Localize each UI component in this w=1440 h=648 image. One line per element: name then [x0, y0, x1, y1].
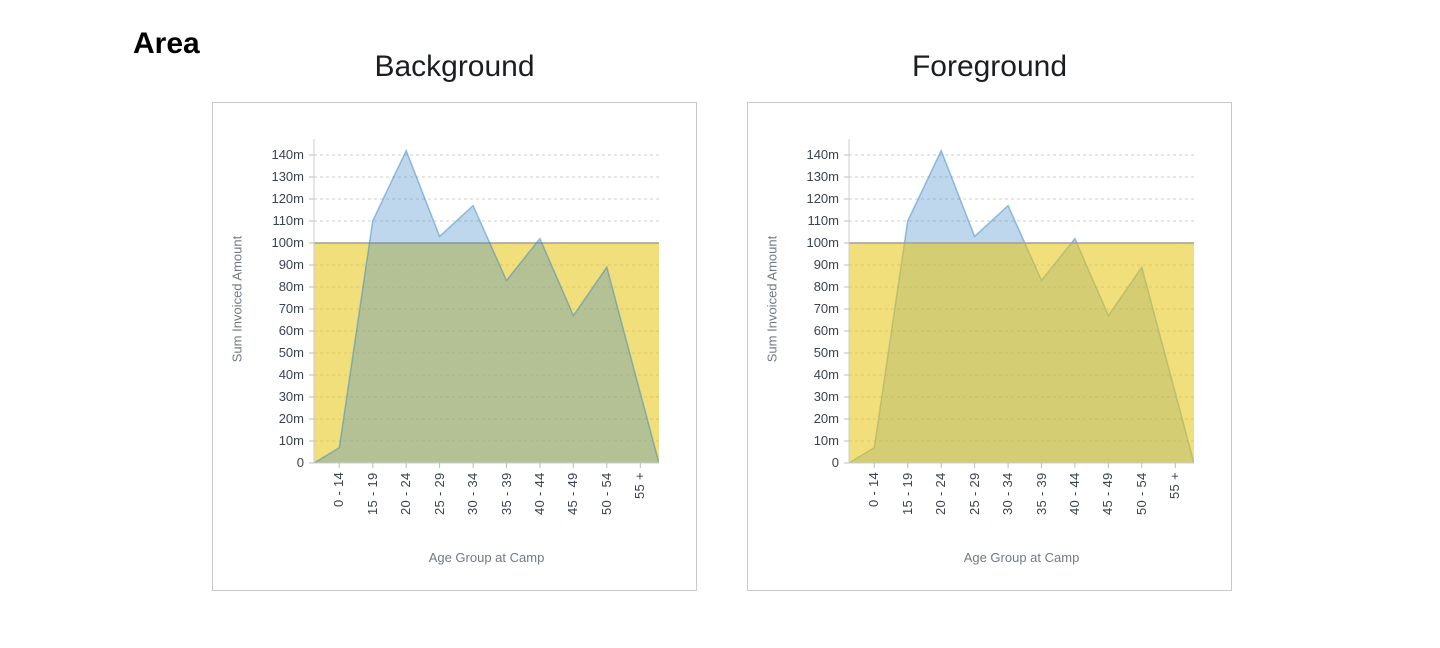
y-tick-label: 120m [806, 191, 839, 206]
x-tick-label: 35 - 39 [498, 472, 514, 515]
y-tick-label: 90m [813, 257, 839, 272]
x-tick-label: 20 - 24 [933, 472, 949, 515]
y-tick-label: 130m [271, 169, 304, 184]
x-tick-label: 0 - 14 [331, 472, 347, 508]
y-tick-label: 140m [806, 147, 839, 162]
y-tick-label: 20m [813, 411, 839, 426]
y-tick-label: 0 [831, 455, 839, 470]
y-tick-label: 130m [806, 169, 839, 184]
y-tick-label: 80m [813, 279, 839, 294]
y-tick-label: 60m [813, 323, 839, 338]
y-tick-label: 80m [278, 279, 304, 294]
chart-card-background: Sum Invoiced Amount 0 10m 20m 30m 40m 50m 60m 70… [212, 102, 697, 591]
plot-area [844, 139, 1194, 468]
x-tick-label: 0 - 14 [866, 472, 882, 508]
y-tick-label: 70m [813, 301, 839, 316]
y-tick-label: 90m [278, 257, 304, 272]
y-tick-label: 30m [278, 389, 304, 404]
x-tick-label: 25 - 29 [431, 472, 447, 515]
y-tick-label: 50m [813, 345, 839, 360]
y-tick-label: 20m [278, 411, 304, 426]
y-tick-label: 40m [278, 367, 304, 382]
y-tick-label: 70m [278, 301, 304, 316]
y-tick-label: 10m [278, 433, 304, 448]
x-tick-label: 30 - 34 [1000, 472, 1016, 515]
x-tick-label: 15 - 19 [899, 472, 915, 515]
chart-card-foreground: Sum Invoiced Amount 0 10m 20m 30m 40m 50m 60m 70… [747, 102, 1232, 591]
x-tick-label: 40 - 44 [1066, 472, 1082, 515]
x-tick-label: 55 + [1167, 472, 1183, 499]
band-area [314, 243, 659, 463]
y-tick-label: 0 [296, 455, 304, 470]
y-tick-label: 140m [271, 147, 304, 162]
x-tick-label: 25 - 29 [966, 472, 982, 515]
plot-area [309, 139, 659, 468]
y-tick-label: 10m [813, 433, 839, 448]
series-area-line [313, 148, 659, 464]
band-area [849, 243, 1194, 463]
x-tick-label: 40 - 44 [531, 472, 547, 515]
y-tick-label: 100m [271, 235, 304, 250]
x-axis-title: Age Group at Camp [428, 550, 545, 565]
x-tick-label: 45 - 49 [1100, 472, 1116, 515]
chart-title-foreground: Foreground [911, 50, 1068, 83]
x-tick-label: 50 - 54 [598, 472, 614, 515]
series-area-fill [314, 150, 659, 463]
chart-foreground: Foreground Sum Invoiced Amount 0 10m 20m 30m… [747, 0, 1232, 648]
x-tick-label: 50 - 54 [1133, 472, 1149, 515]
y-tick-label: 120m [271, 191, 304, 206]
x-tick-label: 55 + [632, 472, 648, 499]
x-tick-label: 30 - 34 [465, 472, 481, 515]
x-tick-label: 20 - 24 [398, 472, 414, 515]
y-tick-label: 50m [278, 345, 304, 360]
page-title: Area [133, 27, 200, 60]
y-tick-label: 110m [272, 213, 304, 228]
x-axis-title: Age Group at Camp [963, 550, 1080, 565]
y-tick-label: 40m [813, 367, 839, 382]
y-tick-label: 100m [806, 235, 839, 250]
y-tick-label: 60m [278, 323, 304, 338]
x-tick-label: 15 - 19 [364, 472, 380, 515]
y-tick-label: 30m [813, 389, 839, 404]
x-tick-label: 45 - 49 [565, 472, 581, 515]
chart-title-background: Background [374, 50, 535, 83]
y-tick-label: 110m [807, 213, 839, 228]
x-tick-label: 35 - 39 [1033, 472, 1049, 515]
chart-background: Background Sum Invoiced Amount 0 10m 20m 30m… [212, 0, 697, 648]
